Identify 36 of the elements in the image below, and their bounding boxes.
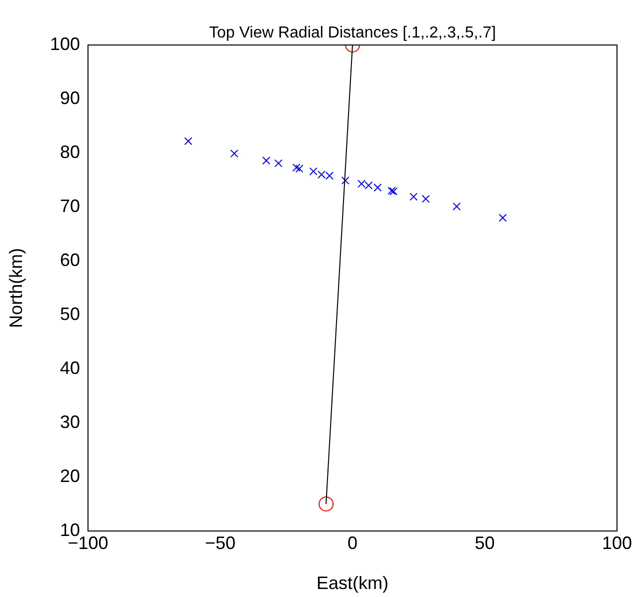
point bbox=[318, 170, 326, 179]
x-tick-label: 0 bbox=[347, 532, 358, 553]
point bbox=[262, 156, 270, 165]
y-tick-label: 40 bbox=[60, 358, 80, 378]
point bbox=[498, 214, 507, 222]
y-tick-label: 80 bbox=[60, 142, 80, 162]
point bbox=[388, 186, 396, 195]
point bbox=[452, 202, 461, 210]
point bbox=[325, 172, 334, 180]
point bbox=[295, 164, 304, 173]
y-tick-label: 90 bbox=[60, 88, 80, 108]
y-tick-label: 20 bbox=[60, 466, 80, 486]
y-tick-label: 70 bbox=[60, 196, 80, 216]
y-tick-label: 100 bbox=[50, 34, 80, 54]
point bbox=[318, 496, 334, 512]
y-axis-title: North(km) bbox=[6, 248, 26, 328]
y-tick-label: 60 bbox=[60, 250, 80, 270]
x-tick-label: −50 bbox=[204, 532, 236, 553]
point bbox=[364, 181, 373, 190]
x-axis-title: East(km) bbox=[316, 572, 388, 593]
point bbox=[184, 137, 192, 146]
point bbox=[357, 180, 366, 188]
point bbox=[374, 184, 382, 192]
x-tick-label: 100 bbox=[602, 532, 632, 553]
point bbox=[292, 164, 300, 172]
chart-title: Top View Radial Distances [.1,.2,.3,.5,.7] bbox=[209, 24, 496, 42]
x-tick-label: 50 bbox=[474, 532, 495, 553]
point bbox=[230, 150, 238, 158]
point bbox=[410, 192, 418, 201]
point bbox=[389, 187, 398, 196]
point bbox=[422, 194, 430, 203]
point bbox=[274, 159, 282, 168]
point bbox=[309, 167, 318, 176]
point bbox=[341, 176, 350, 185]
y-tick-label: 50 bbox=[60, 304, 80, 324]
y-tick-label: 30 bbox=[60, 412, 80, 432]
